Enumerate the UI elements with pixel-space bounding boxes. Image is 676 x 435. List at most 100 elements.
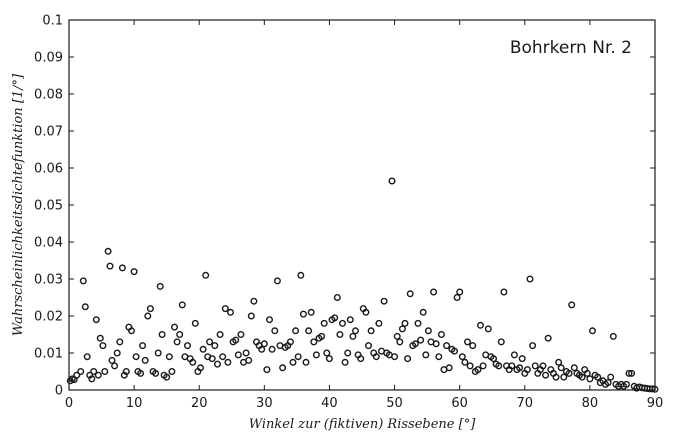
data-point [152, 369, 160, 377]
y-tick-label: 0 [55, 384, 63, 399]
y-tick-label: 0.06 [34, 162, 63, 177]
data-point [307, 308, 315, 316]
data-point [111, 362, 119, 370]
data-point [79, 277, 87, 285]
data-point [258, 345, 266, 353]
data-point [607, 373, 615, 381]
data-point [372, 353, 380, 361]
data-point [583, 369, 591, 377]
data-point [451, 347, 459, 355]
x-tick-label: 80 [582, 396, 599, 411]
data-point [346, 316, 354, 324]
data-point [104, 247, 112, 255]
data-point [156, 282, 164, 290]
y-tick-label: 0.01 [34, 347, 63, 362]
data-point [419, 308, 427, 316]
data-point [456, 288, 464, 296]
data-point [531, 362, 539, 370]
data-point [224, 358, 232, 366]
data-point [325, 355, 333, 363]
data-point [305, 327, 313, 335]
data-point [141, 356, 149, 364]
data-point [250, 297, 258, 305]
data-point [310, 338, 318, 346]
data-point [88, 375, 96, 383]
data-point [268, 345, 276, 353]
y-tick-label: 0.08 [34, 88, 63, 103]
data-point [271, 327, 279, 335]
data-point [242, 349, 250, 357]
data-point [323, 349, 331, 357]
data-point [211, 342, 219, 350]
data-point [130, 268, 138, 276]
data-point [560, 373, 568, 381]
chart-annotation: Bohrkern Nr. 2 [510, 38, 632, 58]
data-point [388, 177, 396, 185]
data-point [146, 305, 154, 313]
data-point [578, 373, 586, 381]
data-point [568, 301, 576, 309]
x-tick-label: 40 [321, 396, 338, 411]
data-point [437, 331, 445, 339]
data-point [266, 316, 274, 324]
data-point [445, 364, 453, 372]
data-point [331, 314, 339, 322]
data-point [199, 345, 207, 353]
data-point [609, 332, 617, 340]
data-point [443, 342, 451, 350]
data-point [406, 290, 414, 298]
data-point [226, 308, 234, 316]
data-point [477, 321, 485, 329]
data-point [622, 380, 630, 388]
data-point [92, 316, 100, 324]
y-axis-label: Wahrscheinlichkeitsdichtefunktion [1/°] [11, 73, 26, 336]
y-tick-label: 0.03 [34, 273, 63, 288]
data-point [565, 369, 573, 377]
data-point [73, 371, 81, 379]
data-point [196, 364, 204, 372]
data-point [318, 332, 326, 340]
data-point [357, 355, 365, 363]
data-point [484, 325, 492, 333]
data-point [299, 310, 307, 318]
data-point [202, 271, 210, 279]
data-point [116, 338, 124, 346]
data-point [367, 327, 375, 335]
data-point [516, 364, 524, 372]
data-point [302, 358, 310, 366]
data-point [500, 288, 508, 296]
data-point [648, 385, 656, 393]
data-point [219, 353, 227, 361]
data-point [523, 366, 531, 374]
data-point [458, 353, 466, 361]
data-point [163, 373, 171, 381]
data-point [94, 371, 102, 379]
data-point [170, 323, 178, 331]
data-point [168, 368, 176, 376]
data-point [539, 362, 547, 370]
x-tick-label: 70 [517, 396, 534, 411]
data-point [339, 319, 347, 327]
data-point [216, 331, 224, 339]
data-point [430, 288, 438, 296]
x-tick-label: 10 [126, 396, 143, 411]
data-point [469, 342, 477, 350]
data-point [432, 340, 440, 348]
data-point [286, 338, 294, 346]
y-tick-label: 0.09 [34, 51, 63, 66]
data-point [320, 319, 328, 327]
data-point [349, 332, 357, 340]
data-point [497, 338, 505, 346]
data-point [263, 366, 271, 374]
data-point [461, 358, 469, 366]
data-point [178, 301, 186, 309]
data-point [106, 262, 114, 270]
data-point [479, 362, 487, 370]
data-point [391, 353, 399, 361]
data-point [570, 364, 578, 372]
data-point [127, 327, 135, 335]
y-tick-label: 0.05 [34, 199, 63, 214]
data-point [651, 385, 659, 393]
x-tick-label: 60 [451, 396, 468, 411]
